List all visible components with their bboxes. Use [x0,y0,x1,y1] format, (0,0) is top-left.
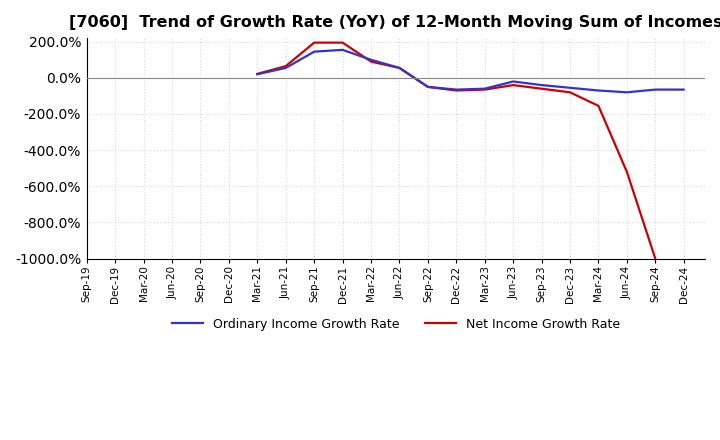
Ordinary Income Growth Rate [452,87,461,92]
Ordinary Income Growth Rate [310,49,318,54]
Ordinary Income Growth Rate [480,86,489,92]
Net Income Growth Rate [623,169,631,174]
Ordinary Income Growth Rate [509,79,518,84]
Line: Net Income Growth Rate: Net Income Growth Rate [257,43,655,259]
Legend: Ordinary Income Growth Rate, Net Income Growth Rate: Ordinary Income Growth Rate, Net Income … [167,313,625,336]
Title: [7060]  Trend of Growth Rate (YoY) of 12-Month Moving Sum of Incomes: [7060] Trend of Growth Rate (YoY) of 12-… [69,15,720,30]
Ordinary Income Growth Rate [651,87,660,92]
Ordinary Income Growth Rate [594,88,603,93]
Net Income Growth Rate [566,90,575,95]
Net Income Growth Rate [366,59,375,64]
Net Income Growth Rate [423,84,432,89]
Ordinary Income Growth Rate [282,65,290,70]
Ordinary Income Growth Rate [566,85,575,91]
Net Income Growth Rate [282,63,290,69]
Ordinary Income Growth Rate [366,57,375,62]
Net Income Growth Rate [509,82,518,88]
Net Income Growth Rate [395,65,404,70]
Net Income Growth Rate [452,88,461,93]
Ordinary Income Growth Rate [338,47,347,52]
Ordinary Income Growth Rate [395,65,404,70]
Ordinary Income Growth Rate [623,90,631,95]
Net Income Growth Rate [651,256,660,261]
Net Income Growth Rate [310,40,318,45]
Line: Ordinary Income Growth Rate: Ordinary Income Growth Rate [257,50,684,92]
Ordinary Income Growth Rate [537,82,546,88]
Net Income Growth Rate [253,71,261,77]
Net Income Growth Rate [480,87,489,92]
Ordinary Income Growth Rate [423,84,432,89]
Net Income Growth Rate [338,40,347,45]
Net Income Growth Rate [537,86,546,92]
Ordinary Income Growth Rate [680,87,688,92]
Ordinary Income Growth Rate [253,72,261,77]
Net Income Growth Rate [594,103,603,109]
